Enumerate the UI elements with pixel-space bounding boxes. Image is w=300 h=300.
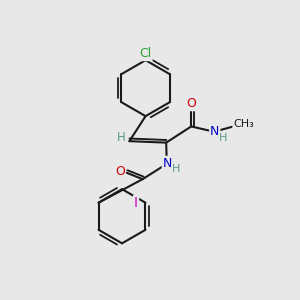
Text: N: N (210, 125, 220, 138)
Text: H: H (172, 164, 180, 174)
Text: Cl: Cl (140, 47, 152, 60)
Text: I: I (134, 196, 138, 210)
Text: N: N (163, 157, 172, 170)
Text: H: H (219, 133, 227, 143)
Text: O: O (186, 97, 196, 110)
Text: O: O (115, 165, 125, 178)
Text: H: H (117, 131, 125, 144)
Text: CH₃: CH₃ (233, 119, 254, 129)
